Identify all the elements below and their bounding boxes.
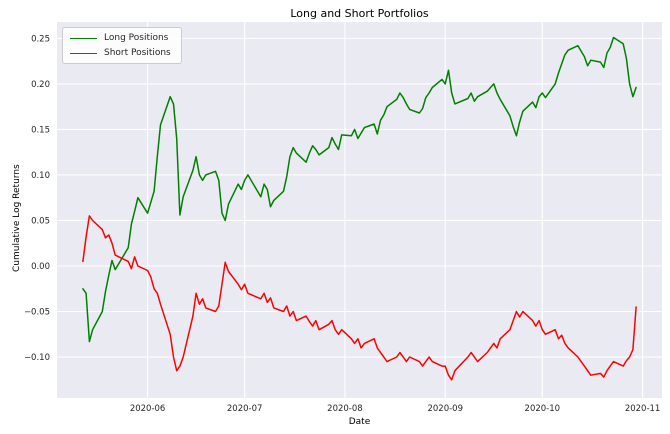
x-tick-label: 2020-10 (525, 404, 561, 414)
legend: Long Positions Short Positions (62, 27, 182, 64)
tick-labels: −0.10 −0.05 0.00 0.05 0.10 0.15 0.20 0.25 2020-0… (24, 34, 660, 414)
x-axis-label: Date (348, 417, 371, 427)
y-tick-label: 0.00 (31, 262, 50, 272)
legend-item-long: Long Positions (70, 33, 171, 43)
y-tick-label: −0.05 (24, 308, 50, 318)
y-tick-label: −0.10 (24, 353, 50, 363)
y-tick-label: 0.20 (31, 80, 50, 90)
series-line-long-positions (82, 36, 637, 343)
x-tick-label: 2020-07 (227, 404, 263, 414)
series-lines (82, 36, 637, 381)
long-line-swatch (70, 37, 97, 39)
x-tick-label: 2020-11 (625, 404, 661, 414)
x-tick-label: 2020-09 (427, 404, 463, 414)
legend-label-long: Long Positions (104, 33, 169, 43)
y-tick-label: 0.05 (31, 216, 50, 226)
y-tick-label: 0.10 (31, 171, 50, 181)
legend-item-short: Short Positions (70, 48, 171, 58)
y-axis-label: Cumulative Log Returns (12, 164, 22, 272)
y-tick-label: 0.15 (31, 125, 50, 135)
x-tick-label: 2020-06 (130, 404, 166, 414)
legend-label-short: Short Positions (104, 48, 171, 58)
chart-title: Long and Short Portfolios (290, 7, 429, 20)
x-tick-label: 2020-08 (327, 404, 363, 414)
series-line-short-positions (82, 215, 637, 381)
y-tick-label: 0.25 (31, 34, 50, 44)
short-line-swatch (70, 52, 97, 54)
